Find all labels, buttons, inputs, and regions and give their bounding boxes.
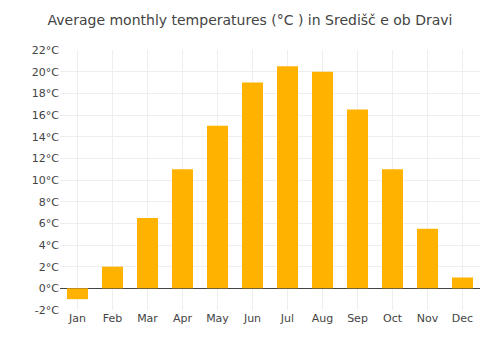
svg-text:Jun: Jun	[243, 312, 261, 325]
svg-text:18°C: 18°C	[32, 87, 59, 100]
svg-text:Average monthly temperatures (: Average monthly temperatures (°C ) in Sr…	[48, 12, 453, 28]
svg-text:Apr: Apr	[173, 312, 193, 325]
svg-text:8°C: 8°C	[39, 196, 59, 209]
svg-text:Mar: Mar	[137, 312, 158, 325]
svg-text:12°C: 12°C	[32, 152, 59, 165]
svg-text:4°C: 4°C	[39, 239, 59, 252]
svg-text:Oct: Oct	[383, 312, 403, 325]
svg-text:0°C: 0°C	[39, 282, 59, 295]
svg-text:20°C: 20°C	[32, 66, 59, 79]
svg-text:22°C: 22°C	[32, 44, 59, 57]
svg-text:Dec: Dec	[452, 312, 473, 325]
svg-text:2°C: 2°C	[39, 261, 59, 274]
svg-text:Nov: Nov	[417, 312, 439, 325]
svg-text:Feb: Feb	[103, 312, 122, 325]
svg-text:Jul: Jul	[280, 312, 294, 325]
svg-text:Jan: Jan	[68, 312, 86, 325]
svg-text:-2°C: -2°C	[35, 304, 59, 317]
svg-text:Sep: Sep	[347, 312, 368, 325]
svg-text:6°C: 6°C	[39, 217, 59, 230]
svg-text:Aug: Aug	[312, 312, 333, 325]
svg-text:10°C: 10°C	[32, 174, 59, 187]
svg-text:14°C: 14°C	[32, 131, 59, 144]
svg-text:May: May	[206, 312, 229, 325]
svg-text:16°C: 16°C	[32, 109, 59, 122]
